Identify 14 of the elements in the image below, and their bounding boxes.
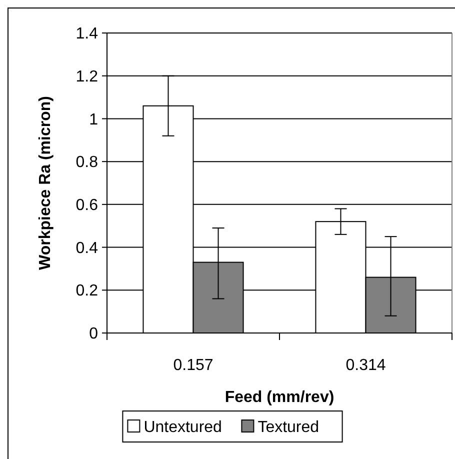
y-tick-label: 0.4 — [76, 240, 98, 257]
x-tick-label: 0.314 — [346, 357, 386, 374]
y-tick-label: 0.8 — [76, 154, 98, 172]
x-tick-label: 0.157 — [173, 357, 214, 374]
y-axis-title: Workpiece Ra (micron) — [37, 96, 54, 270]
y-tick-label: 0.2 — [76, 282, 98, 300]
legend-label: Textured — [258, 419, 320, 436]
text: 1 — [89, 111, 98, 128]
y-tick-label: 0.6 — [76, 197, 98, 214]
y-tick-label: 1.2 — [76, 68, 98, 86]
y-tick-label: 1.4 — [76, 26, 98, 43]
legend-label: Untextured — [144, 419, 222, 436]
text: 0 — [89, 326, 98, 343]
x-axis-title: Feed (mm/rev) — [224, 389, 334, 406]
